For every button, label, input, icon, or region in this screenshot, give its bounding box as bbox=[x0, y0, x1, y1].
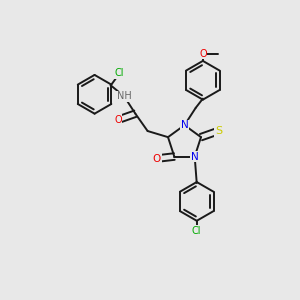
Text: N: N bbox=[191, 152, 199, 161]
Text: S: S bbox=[215, 126, 222, 136]
Text: Cl: Cl bbox=[192, 226, 202, 236]
Text: O: O bbox=[114, 115, 122, 125]
Text: N: N bbox=[181, 120, 188, 130]
Text: O: O bbox=[153, 154, 161, 164]
Text: NH: NH bbox=[117, 91, 131, 101]
Text: O: O bbox=[199, 49, 207, 59]
Text: Cl: Cl bbox=[115, 68, 124, 78]
